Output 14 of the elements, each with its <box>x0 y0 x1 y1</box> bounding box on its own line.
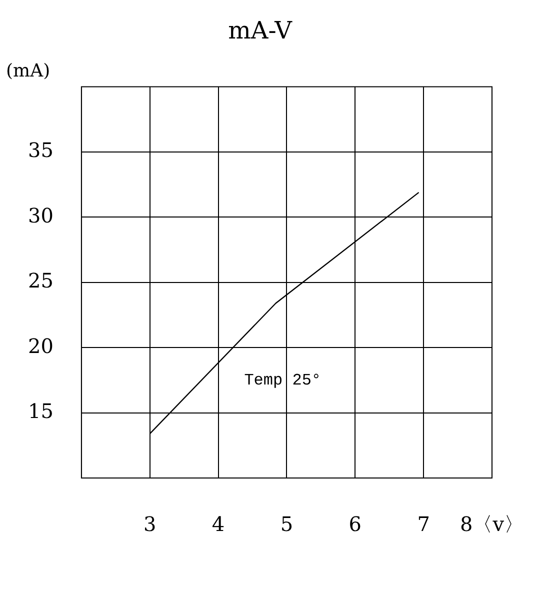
y-tick-label: 25 <box>28 268 54 293</box>
y-tick-label: 35 <box>28 138 54 162</box>
y-tick-label: 15 <box>28 399 54 424</box>
x-tick-label: 7 <box>417 512 430 536</box>
y-axis-title: (mA) <box>6 60 50 82</box>
chart-title: mA-V <box>228 16 293 45</box>
x-tick-label: 4 <box>212 512 225 536</box>
x-tick-label: 5 <box>280 512 294 536</box>
x-tick-label: 8〈v〉 <box>460 512 524 536</box>
x-tick-label: 6 <box>348 512 362 536</box>
y-tick-label: 30 <box>28 203 54 228</box>
y-tick-label: 20 <box>28 334 54 358</box>
x-tick-label: 3 <box>144 512 156 536</box>
annotation: Temp 25° <box>244 371 322 390</box>
